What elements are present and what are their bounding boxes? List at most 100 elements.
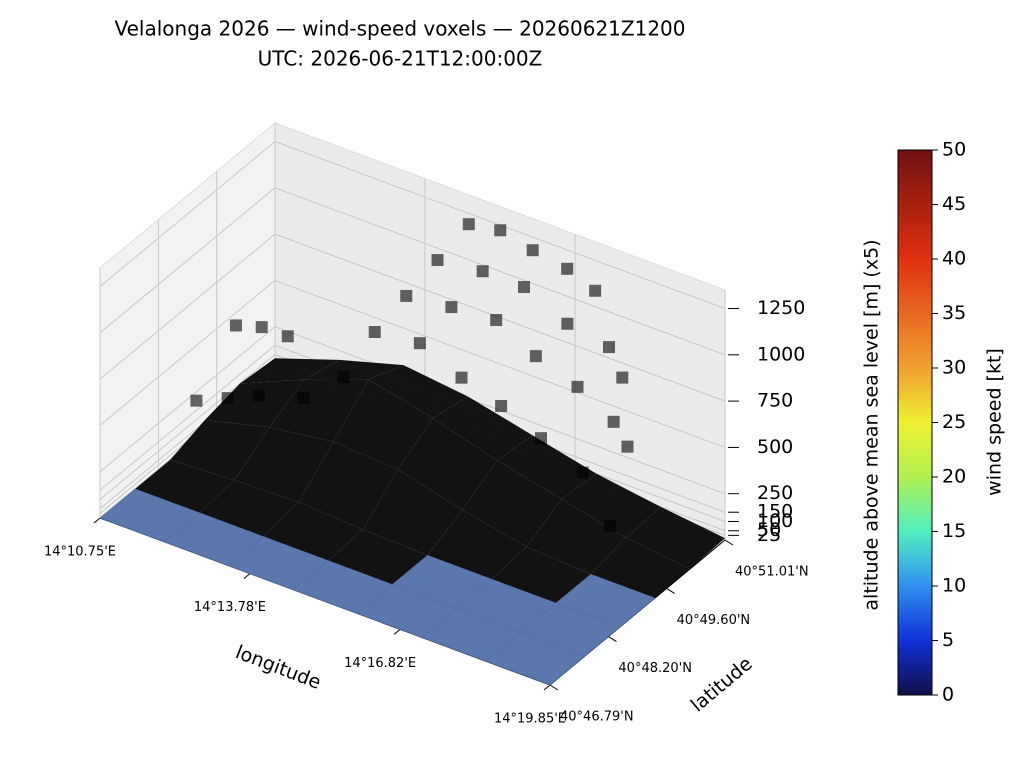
z-tick-label: 1250 <box>757 297 805 319</box>
tick-mark <box>549 684 559 691</box>
voxel <box>190 394 203 407</box>
x-tick-label: 14°16.82'E <box>344 656 416 671</box>
z-axis-label: altitude above mean sea level [m] (x5) <box>861 239 883 610</box>
grid-line <box>274 187 726 356</box>
colorbar <box>897 149 933 696</box>
voxel <box>607 415 620 428</box>
voxel <box>589 284 602 297</box>
terrain-cell <box>199 480 299 537</box>
terrain-cell <box>432 396 533 461</box>
voxel <box>255 321 268 334</box>
terrain-cell <box>263 502 363 561</box>
tick-mark <box>243 573 251 580</box>
voxel <box>571 380 584 393</box>
z-tick-label: 100 <box>757 510 793 532</box>
voxel <box>517 281 530 294</box>
terrain-cell <box>462 460 562 547</box>
voxel <box>476 265 489 278</box>
terrain-cell <box>590 537 690 599</box>
terrain-cell <box>491 546 591 604</box>
terrain-cell <box>240 358 340 384</box>
terrain-cell <box>204 379 305 428</box>
z-tick-label: 50 <box>757 519 781 541</box>
x-tick-label: 14°10.75'E <box>44 545 116 560</box>
y-tick-label: 40°48.20'N <box>618 661 692 676</box>
grid-line <box>99 187 276 334</box>
voxel <box>431 254 444 267</box>
tick-mark <box>93 517 101 524</box>
chart-title: Velalonga 2026 — wind-speed voxels — 202… <box>115 17 686 41</box>
terrain-cell <box>397 418 498 510</box>
terrain-cell <box>269 379 369 442</box>
colorbar-tick-label: 15 <box>942 520 966 542</box>
voxel <box>297 391 310 404</box>
voxel <box>576 466 589 479</box>
terrain-cell <box>298 441 398 530</box>
terrain-cell <box>170 420 270 481</box>
terrain-cell <box>234 427 334 503</box>
x-tick-label: 14°13.78'E <box>194 600 266 615</box>
terrain-cell <box>328 529 428 585</box>
voxel <box>229 319 242 332</box>
plot-area <box>99 218 725 686</box>
voxel <box>337 371 350 384</box>
tick-mark <box>724 539 734 546</box>
colorbar-tick-label: 25 <box>942 411 966 433</box>
y-tick-label: 40°46.79'N <box>560 710 634 725</box>
voxel <box>281 330 294 343</box>
voxel <box>616 371 629 384</box>
terrain-cell <box>561 473 661 538</box>
colorbar-tick-label: 40 <box>942 248 966 270</box>
z-tick-label: 150 <box>757 501 793 523</box>
terrain-cell <box>497 435 597 500</box>
tick-mark <box>393 628 401 635</box>
terrain-cell <box>625 506 725 569</box>
grid-line <box>99 326 276 473</box>
terrain-cell <box>333 379 433 470</box>
voxel <box>529 350 542 363</box>
z-tick-label: 750 <box>757 390 793 412</box>
voxel <box>526 244 539 257</box>
voxel <box>221 392 234 405</box>
voxel <box>455 371 468 384</box>
voxel <box>252 389 265 402</box>
tick-mark <box>666 587 675 594</box>
voxel <box>490 314 503 327</box>
colorbar-tick-label: 20 <box>942 466 966 488</box>
voxel <box>413 337 426 350</box>
chart-subtitle: UTC: 2026-06-21T12:00:00Z <box>258 47 543 71</box>
voxel <box>561 317 574 330</box>
grid-line <box>274 279 726 448</box>
tick-mark <box>543 684 551 691</box>
tick-mark <box>608 636 617 643</box>
grid-line <box>99 233 276 380</box>
grid-line <box>99 141 276 287</box>
x-axis-label: longitude <box>232 641 323 694</box>
voxel <box>621 440 634 453</box>
x-tick-label: 14°19.85'E <box>494 712 566 727</box>
colorbar-tick-label: 5 <box>942 629 954 651</box>
voxel <box>445 301 458 314</box>
voxel <box>462 218 475 231</box>
y-tick-label: 40°51.01'N <box>735 565 809 580</box>
colorbar-tick-label: 10 <box>942 575 966 597</box>
terrain-cell <box>135 459 235 513</box>
colorbar-tick-label: 0 <box>942 684 954 706</box>
voxel <box>495 399 508 412</box>
terrain-cell <box>526 499 626 575</box>
voxel <box>561 262 574 275</box>
z-tick-label: 500 <box>757 436 793 458</box>
terrain-cell <box>363 469 463 556</box>
colorbar-tick-label: 35 <box>942 302 966 324</box>
grid-line <box>99 354 276 500</box>
terrain-cell <box>368 365 468 419</box>
colorbar-tick-label: 30 <box>942 357 966 379</box>
voxel <box>368 325 381 338</box>
voxel <box>494 224 507 237</box>
z-tick-label: 1000 <box>757 343 805 365</box>
colorbar-tick-label: 45 <box>942 193 966 215</box>
voxel <box>603 341 616 354</box>
z-tick-label: 25 <box>757 524 781 546</box>
terrain-cell <box>304 359 404 380</box>
